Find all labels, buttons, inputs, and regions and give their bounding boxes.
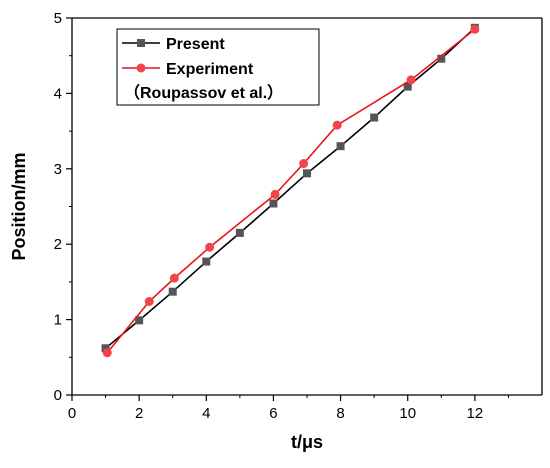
x-tick-label: 6 [269,405,277,422]
legend-marker-present [137,39,145,47]
legend: Present Experiment （Roupassov et al.） [116,28,320,106]
x-tick-label: 8 [336,405,344,422]
y-tick-label: 1 [54,312,62,329]
x-tick-label: 0 [68,405,76,422]
y-tick-label: 2 [54,236,62,253]
data-point [269,199,278,208]
x-axis-title: t/μs [291,432,323,452]
x-tick-label: 4 [202,405,210,422]
legend-label-present: Present [166,36,225,53]
y-tick-label: 0 [54,387,62,404]
y-tick-label: 4 [54,85,62,102]
y-tick-label: 3 [54,161,62,178]
legend-marker-experiment [136,63,146,73]
x-tick-label: 10 [399,405,416,422]
data-point [299,159,309,169]
data-point [332,120,342,130]
y-tick-label: 5 [54,10,62,27]
data-point [370,113,379,122]
x-tick-label: 2 [135,405,143,422]
data-point [235,228,244,237]
series-layer [101,23,480,358]
data-point [270,189,280,199]
y-axis-title: Position/mm [9,152,29,260]
series-1 [102,24,480,358]
data-point [169,273,179,283]
data-point [205,242,215,252]
x-tick-label: 12 [467,405,484,422]
data-point [202,257,211,266]
data-point [102,348,112,358]
legend-box [116,28,320,106]
data-point [101,344,110,353]
data-point [303,169,311,178]
data-point [470,24,480,34]
legend-label-experiment: Experiment [166,61,254,78]
data-point [403,82,412,91]
legend-label-experiment-source: （Roupassov et al.） [124,84,283,102]
data-point [168,287,177,296]
data-point [336,142,345,151]
data-point [135,316,144,325]
data-point [406,75,416,85]
data-point [144,297,154,307]
data-point [437,54,446,63]
